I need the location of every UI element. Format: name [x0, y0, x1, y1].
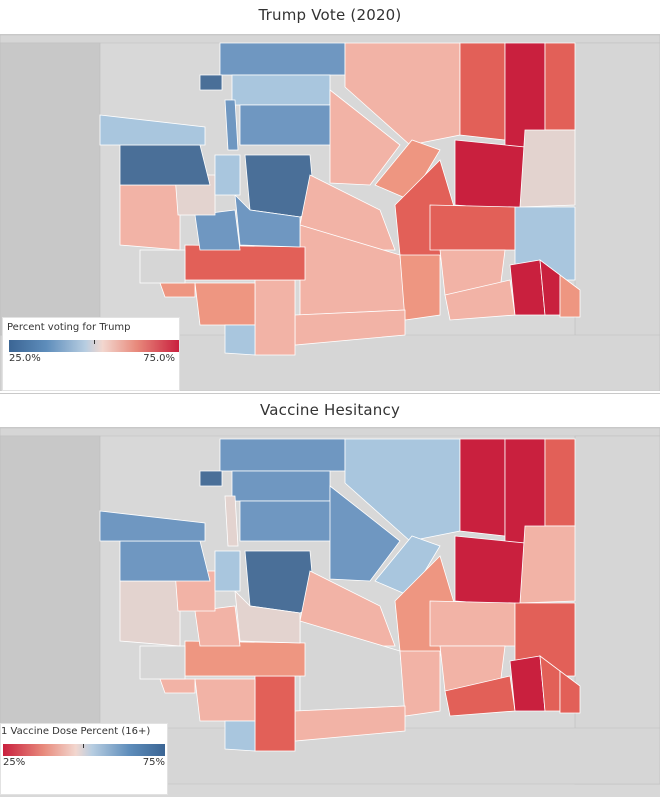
county-columbia[interactable] — [509, 259, 546, 316]
county-clark[interactable] — [224, 324, 256, 356]
county-douglas[interactable] — [374, 535, 441, 597]
county-snohomish[interactable] — [239, 104, 336, 146]
legend-title: Percent voting for Trump — [7, 322, 131, 333]
county-skagit[interactable] — [231, 470, 331, 502]
legend-midpoint-tick — [94, 340, 95, 344]
county-jefferson[interactable] — [119, 540, 211, 582]
county-pierce[interactable] — [234, 589, 301, 644]
vaccine-hesitancy-title: Vaccine Hesitancy — [259, 401, 401, 419]
legend-color-ramp — [9, 340, 179, 352]
county-ferry[interactable] — [459, 42, 506, 141]
canada-region — [0, 35, 660, 44]
trump-vote-title: Trump Vote (2020) — [258, 6, 402, 24]
county-okanogan[interactable] — [344, 438, 461, 542]
county-spokane[interactable] — [519, 525, 576, 604]
trump-vote-map[interactable]: Percent voting for Trump 25.0% 75.0% — [0, 34, 660, 391]
legend-min-label: 25.0% — [9, 353, 41, 364]
county-kitsap[interactable] — [214, 154, 241, 196]
vaccine-hesitancy-legend: 1 Vaccine Dose Percent (16+) 25% 75% — [0, 723, 168, 795]
county-pierce[interactable] — [234, 193, 301, 248]
county-adams[interactable] — [429, 204, 516, 251]
county-kitsap[interactable] — [214, 550, 241, 592]
county-chelan[interactable] — [329, 485, 401, 582]
county-san-juan[interactable] — [199, 74, 223, 91]
county-benton[interactable] — [399, 650, 441, 717]
county-san-juan[interactable] — [199, 470, 223, 487]
canada-region — [0, 428, 660, 437]
legend-min-label: 25% — [3, 757, 26, 768]
county-clallam[interactable] — [99, 510, 206, 542]
county-pacific[interactable] — [139, 645, 186, 680]
pacific-ocean — [0, 435, 101, 729]
county-thurston[interactable] — [194, 605, 241, 647]
county-pacific[interactable] — [139, 249, 186, 284]
county-adams[interactable] — [429, 600, 516, 647]
county-whatcom[interactable] — [219, 42, 346, 76]
county-columbia[interactable] — [509, 655, 546, 712]
county-island[interactable] — [224, 495, 239, 547]
county-pend-oreille[interactable] — [544, 438, 576, 527]
county-jefferson[interactable] — [119, 144, 211, 186]
county-lincoln[interactable] — [454, 535, 526, 607]
county-cowlitz[interactable] — [194, 678, 256, 722]
county-wahkiakum[interactable] — [159, 282, 196, 298]
vaccine-hesitancy-map-svg — [0, 428, 660, 785]
vaccine-hesitancy-panel: Vaccine Hesitancy 1 Vaccine Dose Percent… — [0, 393, 660, 797]
county-snohomish[interactable] — [239, 500, 336, 542]
trump-vote-panel: Trump Vote (2020) Percent voting for Tru… — [0, 0, 660, 391]
county-benton[interactable] — [399, 254, 441, 321]
trump-vote-legend: Percent voting for Trump 25.0% 75.0% — [2, 317, 180, 391]
pacific-ocean — [0, 42, 101, 336]
county-ferry[interactable] — [459, 438, 506, 537]
county-cowlitz[interactable] — [194, 282, 256, 326]
county-grays-harbor[interactable] — [119, 184, 181, 251]
county-skagit[interactable] — [231, 74, 331, 106]
county-skamania[interactable] — [254, 675, 296, 752]
legend-title: 1 Vaccine Dose Percent (16+) — [1, 726, 151, 737]
county-thurston[interactable] — [194, 209, 241, 251]
county-grays-harbor[interactable] — [119, 580, 181, 647]
county-island[interactable] — [224, 99, 239, 151]
county-wahkiakum[interactable] — [159, 678, 196, 694]
county-pend-oreille[interactable] — [544, 42, 576, 131]
county-clark[interactable] — [224, 720, 256, 752]
legend-color-ramp — [3, 744, 165, 756]
county-okanogan[interactable] — [344, 42, 461, 146]
county-douglas[interactable] — [374, 139, 441, 201]
county-chelan[interactable] — [329, 89, 401, 186]
county-skamania[interactable] — [254, 279, 296, 356]
legend-max-label: 75% — [142, 757, 165, 768]
county-whatcom[interactable] — [219, 438, 346, 472]
county-clallam[interactable] — [99, 114, 206, 146]
county-lincoln[interactable] — [454, 139, 526, 211]
county-spokane[interactable] — [519, 129, 576, 208]
legend-midpoint-tick — [83, 744, 84, 748]
county-asotin[interactable] — [559, 670, 581, 714]
county-asotin[interactable] — [559, 274, 581, 318]
legend-max-label: 75.0% — [143, 353, 175, 364]
vaccine-hesitancy-map[interactable]: 1 Vaccine Dose Percent (16+) 25% 75% — [0, 427, 660, 797]
